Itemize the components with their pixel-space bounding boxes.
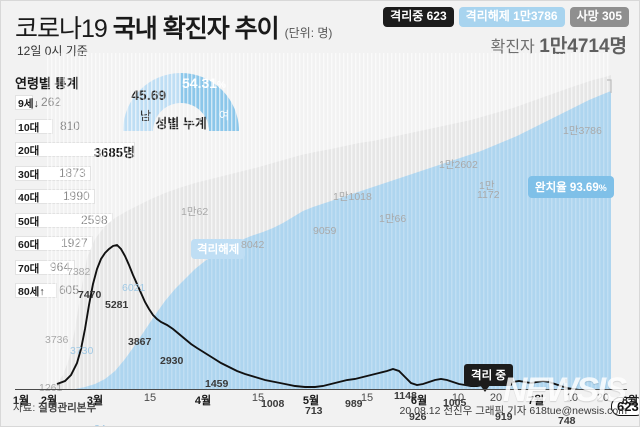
age-label: 60대 — [18, 239, 40, 251]
age-label: 9세↓ — [18, 98, 39, 110]
x-axis-tick: 10 — [451, 392, 465, 404]
trend-chart: 격리해제 완치율 93.69% 격리 중 623 7382 7470 3736 126… — [15, 53, 639, 426]
source-label: 자료: — [13, 402, 39, 414]
x-axis-tick: 3월 — [86, 395, 104, 407]
age-label: 40대 — [18, 192, 40, 204]
chart-data-label: 748 — [558, 415, 576, 427]
confirmed-total: 확진자 1만4714명 — [491, 31, 627, 58]
chart-data-label: 3730 — [70, 345, 94, 357]
credit-note: 20.08.12 전진우 그래픽 기자 618tue@newsis.com — [399, 405, 627, 417]
chart-data-label: 1만3786 — [563, 125, 602, 137]
released-area-hatch — [45, 53, 611, 389]
x-axis-tick: 6월 — [410, 395, 428, 407]
chart-data-label: 8042 — [241, 239, 265, 251]
chart-data-label: 1261 — [39, 382, 63, 394]
chart-data-label: 3867 — [128, 336, 152, 348]
x-axis-tick: 1월 — [12, 395, 30, 407]
x-axis: 1월2월3월154월155월156월10207월10208월12일 — [13, 389, 638, 407]
confirmed-label: 확진자 — [490, 39, 540, 56]
chart-data-label: 9059 — [313, 225, 337, 237]
chart-data-label: 989 — [345, 398, 363, 410]
chart-data-label: 7470 — [78, 289, 102, 301]
chart-data-label: 3736 — [45, 334, 69, 346]
cure-rate-text: 완치율 93.69 — [535, 182, 599, 194]
chart-data-label: 1만66 — [379, 213, 407, 225]
chart-data-label: 1만1018 — [333, 191, 372, 203]
chart-data-label: 1005 — [443, 397, 467, 409]
x-axis-tick: 15 — [143, 392, 157, 404]
source-value: 질병관리본부 — [38, 402, 97, 414]
isolating-callout: 격리 중 — [464, 364, 513, 392]
status-badges: 격리중 623 격리해제 1만3786 사망 305 — [383, 7, 629, 27]
page-title: 코로나19 국내 확진자 추이 (단위: 명) — [15, 9, 332, 45]
x-axis-tick: 4월 — [194, 395, 212, 407]
age-label: 80세↑ — [18, 286, 45, 298]
chart-data-label: 713 — [305, 405, 323, 417]
x-axis-tick: 8월 — [621, 395, 639, 407]
chart-data-label: 926 — [409, 411, 427, 423]
chart-data-label: 1만62 — [181, 206, 209, 218]
x-axis-tick: 7월 — [527, 395, 545, 407]
source-note: 자료: 질병관리본부 — [13, 400, 96, 415]
confirmed-value: 1만4714명 — [539, 36, 627, 57]
x-axis-tick: 15 — [360, 392, 374, 404]
x-axis-tick: 15 — [251, 392, 265, 404]
cure-rate-tag: 완치율 93.69% — [528, 176, 614, 198]
status-badge-deaths: 사망 305 — [569, 7, 629, 27]
leader-line-released-total — [607, 79, 612, 93]
isolating-end-marker: 623 — [611, 397, 639, 416]
x-axis-tick: 10 — [565, 392, 579, 404]
chart-data-label: 1만2602 — [439, 159, 478, 171]
series-isolating-line — [56, 243, 579, 389]
age-label: 30대 — [18, 168, 40, 181]
x-axis-tick: 5월 — [302, 395, 320, 407]
cure-rate-sym: % — [598, 183, 607, 193]
chart-data-label: 5281 — [105, 299, 129, 311]
x-axis-tick: 20 — [596, 392, 610, 404]
trend-chart-svg — [45, 53, 612, 389]
chart-data-label: 1008 — [261, 398, 285, 410]
chart-data-label: 24 — [94, 423, 106, 426]
chart-data-label: 1459 — [205, 378, 229, 390]
age-label: 20대 — [18, 145, 40, 157]
chart-data-label: 1172 — [477, 189, 500, 201]
age-label: 70대 — [18, 262, 40, 275]
x-axis-tick: 20 — [489, 392, 503, 404]
released-area-tag: 격리해제 — [191, 239, 246, 259]
chart-data-label: 919 — [495, 411, 513, 423]
chart-data-label: 2930 — [160, 355, 184, 367]
title-unit: (단위: 명) — [284, 26, 333, 40]
status-badge-isolating: 격리중 623 — [383, 7, 454, 27]
title-bold: 국내 확진자 추이 — [112, 15, 280, 43]
x-axis-tick: 2월 — [40, 395, 58, 407]
age-label: 50대 — [18, 215, 40, 228]
chart-data-label: 1만 — [479, 180, 495, 192]
age-bar — [15, 95, 33, 110]
chart-data-label: 7382 — [67, 266, 91, 278]
age-label: 10대 — [18, 121, 40, 134]
status-badge-released: 격리해제 1만3786 — [458, 7, 565, 27]
chart-data-label: 6021 — [122, 282, 146, 294]
chart-data-label: 1148 — [394, 390, 417, 402]
title-plain: 코로나19 — [15, 15, 113, 43]
